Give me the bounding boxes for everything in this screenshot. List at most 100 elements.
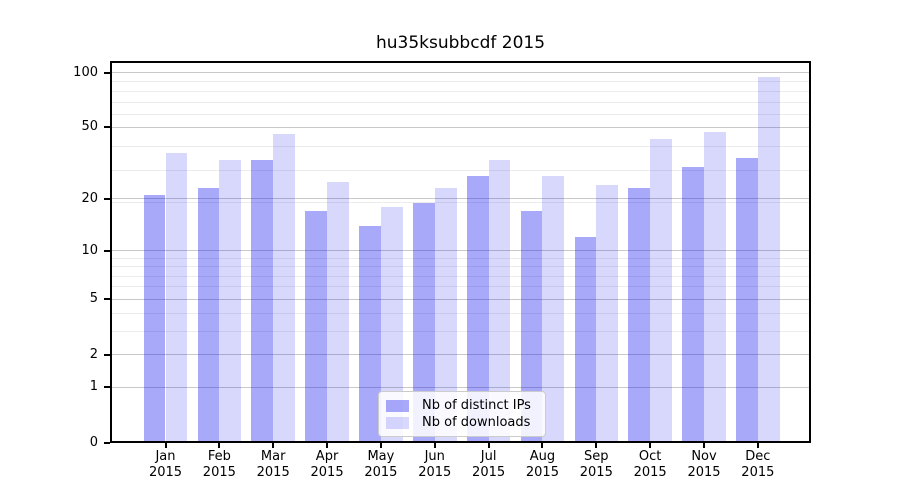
x-tick-jul xyxy=(487,443,490,448)
x-tick-nov xyxy=(703,443,705,448)
y-tick-label-10: 10 xyxy=(81,242,98,258)
plot-area: Nb of distinct IPs Nb of downloads xyxy=(110,61,811,443)
bar-nb-of-distinct-ips-sep xyxy=(574,237,597,443)
x-tick-label-month-jun: Jun xyxy=(424,449,445,464)
gridline-minor-y-59 xyxy=(110,113,811,115)
x-tick-label-nov: Nov 2015 xyxy=(674,449,734,481)
bar-nb-of-downloads-oct xyxy=(650,139,672,443)
x-tick-label-month-jan: Jan xyxy=(155,449,176,464)
gridline-minor-y-29 xyxy=(110,169,811,171)
legend: Nb of distinct IPs Nb of downloads xyxy=(378,391,546,437)
bar-nb-of-downloads-dec xyxy=(757,76,780,443)
bar-nb-of-downloads-jan xyxy=(165,153,188,443)
x-tick-label-oct: Oct 2015 xyxy=(620,449,680,481)
y-tick-2 xyxy=(104,353,110,356)
y-tick-label-20: 20 xyxy=(81,190,98,206)
x-tick-label-dec: Dec 2015 xyxy=(728,449,788,481)
y-tick-label-50: 50 xyxy=(81,119,98,135)
bar-nb-of-distinct-ips-jan xyxy=(143,194,166,443)
gridline-y-2 xyxy=(110,354,811,356)
y-tick-0 xyxy=(104,442,110,444)
legend-item-downloads: Nb of downloads xyxy=(386,415,537,430)
axis-spine-top xyxy=(110,61,811,63)
y-tick-5 xyxy=(104,298,110,301)
y-tick-label-2: 2 xyxy=(89,346,98,362)
bar-nb-of-downloads-jun xyxy=(434,187,457,443)
x-tick-label-month-jul: Jul xyxy=(480,449,497,464)
legend-swatch-downloads xyxy=(386,416,409,429)
gridline-y-10 xyxy=(110,250,811,252)
legend-label-downloads: Nb of downloads xyxy=(422,415,531,430)
x-tick-label-sep: Sep 2015 xyxy=(566,449,626,481)
y-tick-label-0: 0 xyxy=(89,435,98,450)
bar-nb-of-distinct-ips-dec xyxy=(736,157,758,443)
x-tick-label-year-may: 2015 xyxy=(364,465,398,480)
x-tick-may xyxy=(379,443,382,448)
x-tick-label-feb: Feb 2015 xyxy=(189,449,249,481)
x-tick-feb xyxy=(218,443,221,448)
x-tick-mar xyxy=(272,443,275,448)
bar-nb-of-downloads-mar xyxy=(273,134,295,443)
x-tick-label-month-feb: Feb xyxy=(207,449,231,464)
x-tick-aug xyxy=(541,443,544,448)
y-tick-20 xyxy=(104,197,110,200)
x-tick-label-year-jun: 2015 xyxy=(418,465,452,480)
bar-nb-of-distinct-ips-nov xyxy=(682,167,704,443)
x-tick-label-year-sep: 2015 xyxy=(579,465,613,480)
gridline-y-100 xyxy=(110,72,811,74)
x-tick-oct xyxy=(649,443,652,448)
bar-nb-of-distinct-ips-jun xyxy=(412,202,435,443)
gridline-y-50 xyxy=(110,126,811,128)
gridline-minor-y-8 xyxy=(110,266,811,268)
x-tick-label-month-may: May xyxy=(367,449,395,464)
chart-title: hu35ksubbcdf 2015 xyxy=(375,33,546,53)
y-tick-50 xyxy=(104,126,110,129)
x-tick-label-year-nov: 2015 xyxy=(687,465,721,480)
x-tick-label-month-aug: Aug xyxy=(529,449,556,464)
legend-item-distinct-ips: Nb of distinct IPs xyxy=(386,398,537,413)
x-tick-label-month-oct: Oct xyxy=(638,449,662,464)
x-tick-label-month-nov: Nov xyxy=(691,449,717,464)
x-tick-label-jul: Jul 2015 xyxy=(459,449,519,481)
bar-nb-of-downloads-feb xyxy=(219,160,242,443)
y-tick-label-5: 5 xyxy=(89,291,98,307)
gridline-minor-y-7 xyxy=(110,275,811,277)
x-tick-dec xyxy=(756,443,759,448)
bar-nb-of-distinct-ips-apr xyxy=(305,211,328,443)
x-tick-jan xyxy=(164,443,167,448)
legend-label-distinct-ips: Nb of distinct IPs xyxy=(422,398,531,413)
bar-nb-of-downloads-apr xyxy=(327,181,349,443)
y-tick-label-100: 100 xyxy=(73,64,98,80)
y-tick-1 xyxy=(104,386,110,389)
bar-nb-of-distinct-ips-oct xyxy=(628,187,651,443)
bar-nb-of-downloads-sep xyxy=(596,184,619,443)
axis-spine-bottom xyxy=(110,441,811,443)
bar-nb-of-downloads-aug xyxy=(542,175,565,443)
gridline-minor-y-39 xyxy=(110,146,811,148)
gridline-y-1 xyxy=(110,386,811,388)
legend-swatch-distinct-ips xyxy=(386,399,409,412)
x-tick-label-month-apr: Apr xyxy=(315,449,339,464)
x-tick-label-year-oct: 2015 xyxy=(633,465,667,480)
gridline-y-20 xyxy=(110,198,811,200)
y-tick-10 xyxy=(104,249,110,252)
x-tick-label-year-mar: 2015 xyxy=(256,465,290,480)
bar-nb-of-distinct-ips-aug xyxy=(520,211,543,443)
y-tick-100 xyxy=(104,71,110,74)
x-tick-label-month-dec: Dec xyxy=(745,449,771,464)
bar-nb-of-distinct-ips-jul xyxy=(466,175,489,443)
bar-nb-of-downloads-may xyxy=(380,206,403,443)
x-tick-label-month-sep: Sep xyxy=(584,449,609,464)
gridline-minor-y-6 xyxy=(110,286,811,288)
axis-spine-right xyxy=(809,61,811,443)
gridline-minor-y-9 xyxy=(110,257,811,259)
gridline-minor-y-69 xyxy=(110,101,811,103)
gridline-y-5 xyxy=(110,298,811,300)
gridline-minor-y-4 xyxy=(110,313,811,315)
y-tick-label-1: 1 xyxy=(89,379,98,395)
x-tick-label-year-apr: 2015 xyxy=(310,465,344,480)
x-tick-jun xyxy=(433,443,436,448)
bar-nb-of-downloads-nov xyxy=(704,132,726,443)
x-tick-label-year-jan: 2015 xyxy=(148,465,183,480)
